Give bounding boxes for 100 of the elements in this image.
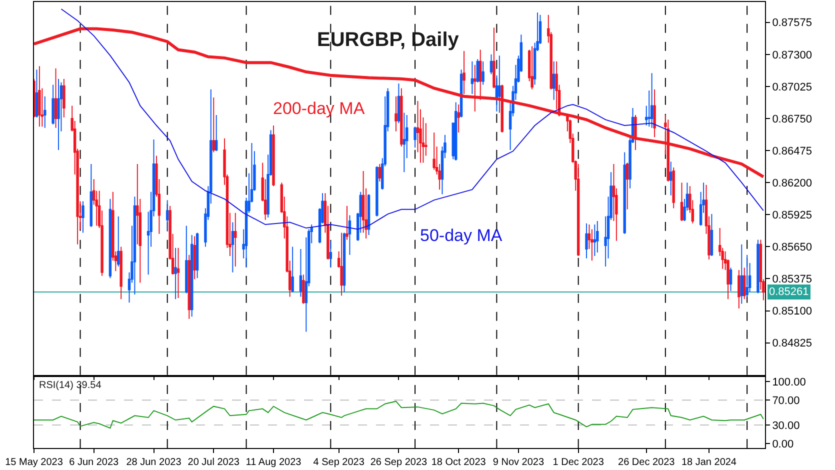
candlestick	[680, 182, 684, 222]
candlestick	[576, 163, 580, 257]
candlestick	[291, 246, 294, 293]
candlestick	[756, 239, 760, 294]
candlestick	[672, 166, 675, 209]
y-tick-label: 0.86475	[772, 145, 812, 158]
candlestick	[378, 163, 382, 182]
candlestick	[215, 114, 218, 152]
candlestick	[90, 163, 93, 228]
candlestick	[117, 216, 120, 267]
candlestick	[342, 232, 346, 293]
line-series	[34, 400, 764, 429]
candlestick	[729, 267, 732, 292]
candlestick	[746, 254, 748, 298]
x-tick-label: 18 Jan 2024	[681, 457, 737, 468]
candlestick	[626, 162, 629, 210]
candlestick	[414, 126, 416, 148]
x-tick-label: 4 Sep 2023	[313, 457, 365, 468]
x-tick-label: 15 May 2023	[5, 457, 64, 468]
candlestick	[710, 214, 714, 257]
x-tick-label: 26 Sep 2023	[370, 457, 428, 468]
candlestick	[57, 78, 60, 150]
candlestick	[185, 225, 188, 294]
candlestick	[190, 234, 194, 318]
candlestick	[108, 198, 112, 279]
candlestick	[367, 194, 370, 236]
candlestick	[176, 247, 180, 298]
candlestick	[174, 247, 177, 300]
y-tick-label: 0.87300	[772, 49, 812, 62]
candlestick	[376, 166, 378, 217]
candlestick	[530, 46, 534, 90]
candlestick	[650, 72, 654, 128]
candlestick	[62, 78, 66, 118]
series-label: 200-day MA	[273, 99, 366, 118]
candlestick	[479, 49, 482, 100]
x-tick-label: 26 Dec 2023	[618, 457, 676, 468]
candlestick	[457, 104, 460, 133]
candlestick	[54, 68, 58, 128]
y-tick-label: 0.85375	[772, 274, 812, 286]
candlestick	[120, 246, 122, 300]
candlestick	[490, 54, 493, 75]
y-tick-label: 0.87575	[772, 17, 812, 30]
candlestick	[44, 96, 46, 128]
candlestick	[432, 132, 436, 170]
candlestick	[743, 267, 746, 300]
x-tick-label: 9 Nov 2023	[492, 457, 544, 468]
candlestick	[166, 200, 169, 232]
y-tick-label: 0.85100	[772, 306, 812, 318]
candlestick	[212, 97, 215, 153]
candlestick	[196, 232, 199, 279]
y-tick-label: 0.86750	[772, 113, 812, 126]
candlestick	[272, 125, 275, 187]
ref-line-label: 0.85261	[769, 286, 809, 298]
candlestick	[234, 212, 237, 267]
x-tick-label: 20 Jul 2023	[188, 457, 240, 468]
candlestick	[585, 222, 588, 259]
candlestick	[302, 274, 305, 304]
x-tick-label: 11 Aug 2023	[246, 457, 302, 468]
series-label: 50-day MA	[420, 226, 503, 245]
y-tick-label: 0.85925	[772, 209, 812, 222]
candlestick	[402, 112, 406, 173]
candlestick	[492, 27, 496, 89]
y-tick-label: 0.87025	[772, 81, 812, 94]
candlestick	[498, 55, 501, 114]
candlestick	[82, 200, 84, 234]
candlestick	[474, 64, 476, 112]
text: EURGBP, Daily	[317, 29, 460, 51]
candlestick	[476, 58, 479, 83]
candlestick	[38, 66, 41, 128]
candlestick	[670, 161, 672, 196]
x-tick-label: 1 Dec 2023	[552, 457, 604, 468]
candlestick	[454, 102, 458, 161]
candlestick	[346, 205, 348, 240]
candlestick	[623, 152, 626, 234]
x-tick-label: 28 Jun 2023	[126, 457, 182, 468]
chart-title: RSI(14) 39.54	[39, 380, 102, 391]
candlestick	[133, 196, 136, 295]
candlestick	[348, 214, 352, 256]
candlestick	[193, 236, 196, 280]
y-tick-label: 30.00	[772, 420, 800, 432]
candlestick	[299, 248, 302, 298]
y-tick-label: 0.85650	[772, 242, 812, 254]
candlestick	[482, 60, 484, 86]
candlestick	[188, 254, 190, 320]
candlestick	[231, 222, 234, 273]
candlestick	[462, 50, 466, 95]
candlestick	[593, 224, 596, 257]
candlestick	[397, 83, 400, 124]
candlestick	[740, 244, 743, 304]
candlestick	[400, 88, 403, 147]
candlestick	[52, 84, 54, 125]
candlestick	[552, 60, 556, 100]
candlestick	[329, 240, 332, 268]
candlestick	[394, 96, 398, 132]
x-tick-label: 6 Jun 2023	[69, 457, 120, 468]
candlestick	[653, 88, 656, 138]
y-tick-label: 70.00	[772, 394, 800, 407]
x-tick-label: 18 Oct 2023	[431, 457, 486, 468]
candlestick	[340, 232, 343, 296]
line-series	[34, 27, 765, 178]
